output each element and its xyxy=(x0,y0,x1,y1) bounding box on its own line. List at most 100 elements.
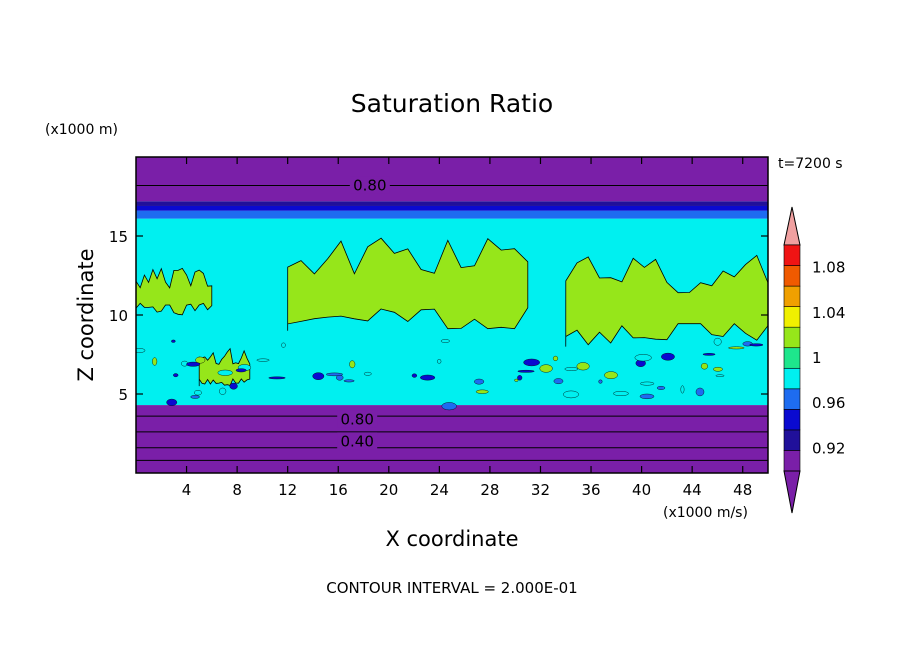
region-mid-left xyxy=(198,347,251,387)
x-tick-label: 36 xyxy=(581,481,600,499)
x-axis-label: X coordinate xyxy=(385,527,518,551)
speckle xyxy=(256,358,270,362)
colorbar-swatch xyxy=(783,450,801,472)
speckle xyxy=(325,372,344,377)
x-tick-label: 12 xyxy=(278,481,297,499)
speckle xyxy=(194,390,202,396)
x-tick-label: 24 xyxy=(430,481,449,499)
speckle xyxy=(604,371,618,379)
x-ticks: 4 8 12 16 20 24 28 32 36 40 44 48 xyxy=(182,157,752,499)
speckle xyxy=(437,359,442,364)
x-tick-label: 16 xyxy=(329,481,348,499)
x-tick-label: 32 xyxy=(531,481,550,499)
layer-band xyxy=(136,157,768,202)
speckle xyxy=(639,393,655,400)
colorbar-swatch xyxy=(783,388,801,410)
plot-area: 0.80 0.80 0.40 xyxy=(136,157,768,473)
speckle xyxy=(564,367,579,371)
speckle xyxy=(171,339,176,343)
contour-label-bg xyxy=(337,410,378,428)
time-label: t=7200 s xyxy=(778,156,843,172)
contour-label: 0.40 xyxy=(340,432,373,450)
x-tick-label: 28 xyxy=(480,481,499,499)
y-tick-label: 10 xyxy=(109,307,128,325)
y-units-label: (x1000 m) xyxy=(45,122,118,138)
layer-band xyxy=(136,210,768,219)
speckle xyxy=(553,378,564,385)
speckle xyxy=(195,356,206,364)
speckle xyxy=(173,373,179,378)
speckle xyxy=(728,346,745,350)
layer-band xyxy=(136,447,768,461)
contour-label-bg xyxy=(349,176,390,194)
colorbar-swatch xyxy=(783,285,801,307)
colorbar-swatch xyxy=(783,429,801,451)
colorbar-swatch xyxy=(783,326,801,349)
contour-label: 0.80 xyxy=(353,176,386,194)
speckle xyxy=(420,374,436,381)
layer-band xyxy=(136,405,768,417)
speckle xyxy=(613,391,629,396)
speckle xyxy=(640,381,655,386)
x-tick-label: 20 xyxy=(379,481,398,499)
x-tick-label: 48 xyxy=(733,481,752,499)
speckle xyxy=(190,395,200,399)
contour-labels: 0.80 0.80 0.40 xyxy=(337,176,390,450)
colorbar-swatch xyxy=(783,347,801,369)
speckle xyxy=(349,360,356,369)
speckle xyxy=(343,379,355,383)
y-tick-label: 5 xyxy=(118,386,128,404)
colorbar-swatch xyxy=(783,409,801,431)
speckle xyxy=(312,372,325,380)
region-upper-central xyxy=(287,237,529,331)
speckle xyxy=(713,367,723,372)
x-tick-label: 40 xyxy=(632,481,651,499)
speckle xyxy=(186,361,201,367)
y-axis-label: Z coordinate xyxy=(74,248,98,381)
speckle xyxy=(598,379,603,384)
speckle xyxy=(152,357,158,366)
speckle xyxy=(136,348,146,353)
colorbar-label: 0.92 xyxy=(812,439,845,457)
colorbar-label: 1.08 xyxy=(812,259,845,277)
speckle xyxy=(695,387,705,397)
speckle xyxy=(281,342,286,348)
speckle xyxy=(749,343,764,347)
x-tick-label: 8 xyxy=(232,481,242,499)
y-ticks: 5 10 15 xyxy=(109,228,768,404)
speckle xyxy=(702,353,716,356)
speckle xyxy=(634,354,652,362)
colorbar-swatch xyxy=(783,306,801,328)
speckle xyxy=(713,337,722,346)
speckle xyxy=(474,378,485,385)
speckle xyxy=(656,386,666,390)
layer-band xyxy=(136,218,768,236)
supersat-regions xyxy=(136,237,768,411)
layer-band xyxy=(136,416,768,432)
chart-title: Saturation Ratio xyxy=(351,89,553,118)
speckle xyxy=(523,358,540,367)
speckle xyxy=(268,376,286,380)
colorbar-label: 0.96 xyxy=(812,394,845,412)
contour-interval-note: CONTOUR INTERVAL = 2.000E-01 xyxy=(326,579,577,597)
layer-band xyxy=(136,460,768,473)
x-tick-label: 44 xyxy=(683,481,702,499)
speckle xyxy=(441,402,457,411)
speckle xyxy=(475,389,489,394)
region-upper-right xyxy=(565,254,768,347)
layer-band xyxy=(136,201,768,206)
speckle xyxy=(517,369,535,373)
speckle xyxy=(680,385,685,394)
x-units-label: (x1000 m/s) xyxy=(663,505,748,521)
colorbar-swatch xyxy=(783,367,801,390)
y-tick-label: 15 xyxy=(109,228,128,246)
layer-band xyxy=(136,205,768,211)
colorbar-label: 1 xyxy=(812,349,822,367)
speckle xyxy=(661,352,675,361)
contour-lines xyxy=(136,184,768,461)
speckle xyxy=(563,390,579,399)
speckle xyxy=(517,375,523,381)
speckle xyxy=(440,339,450,343)
speckle xyxy=(166,398,178,406)
